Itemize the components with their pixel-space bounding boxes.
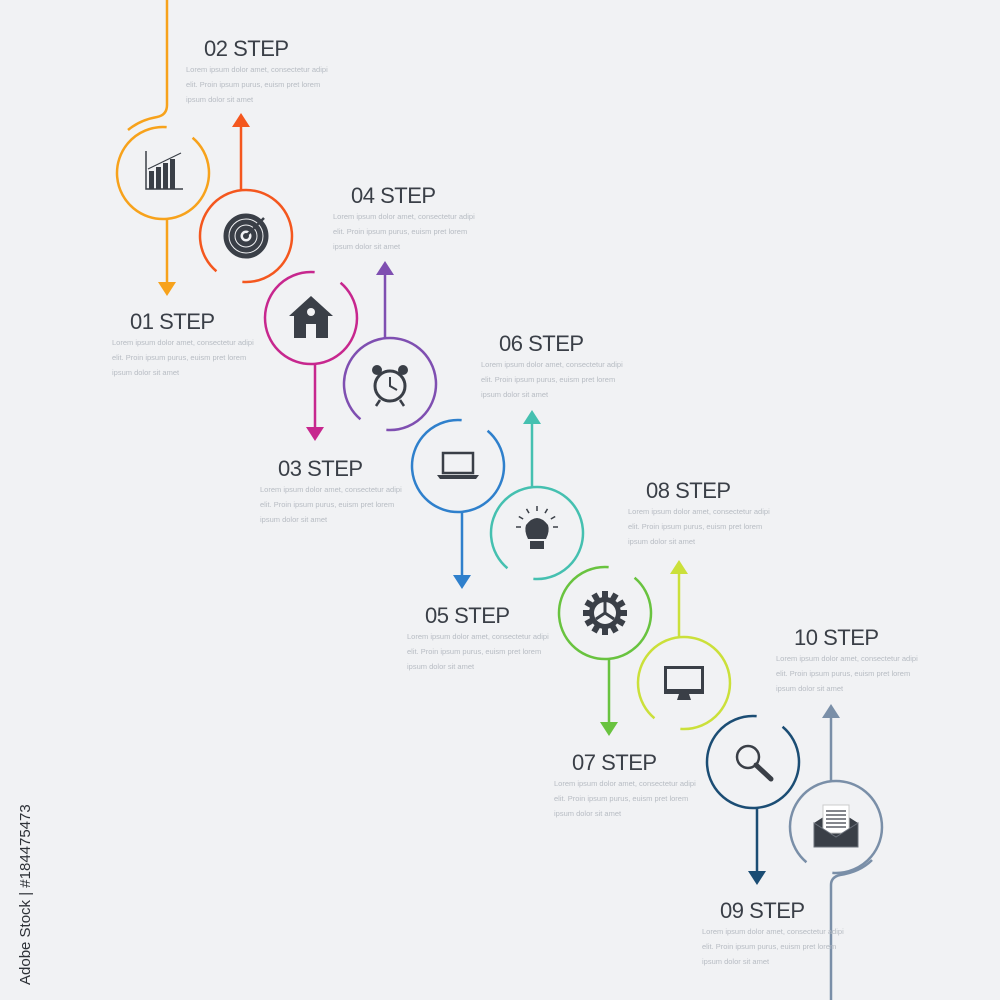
step-description-line: ipsum dolor sit amet <box>702 957 770 966</box>
step-description-line: elit. Proin ipsum purus, euism pret lore… <box>628 522 762 531</box>
end-line <box>829 859 873 1000</box>
step-description-line: ipsum dolor sit amet <box>260 515 328 524</box>
gear-icon <box>583 591 627 635</box>
step-8: 08 STEP Lorem ipsum dolor amet, consectet… <box>628 478 770 731</box>
step-description-line: elit. Proin ipsum purus, euism pret lore… <box>112 353 246 362</box>
step-ring <box>788 779 884 875</box>
envelope-icon <box>813 804 859 848</box>
house-icon <box>289 296 333 338</box>
step-description-line: ipsum dolor sit amet <box>554 809 622 818</box>
step-5: 05 STEP Lorem ipsum dolor amet, consectet… <box>407 418 549 671</box>
step-description-line: Lorem ipsum dolor amet, consectetur adip… <box>186 65 328 74</box>
laptop-icon <box>437 451 479 479</box>
step-ring <box>705 714 801 810</box>
step-ring <box>636 635 732 731</box>
step-title: 04 STEP <box>351 183 436 208</box>
monitor-icon <box>664 666 704 700</box>
step-arrow <box>453 512 471 589</box>
step-arrow <box>748 808 766 885</box>
start-line <box>127 0 169 131</box>
step-arrow <box>523 410 541 487</box>
step-ring <box>342 336 438 432</box>
step-title: 10 STEP <box>794 625 879 650</box>
alarm-clock-icon <box>372 365 408 407</box>
step-ring <box>115 125 211 221</box>
stock-id-text: Adobe Stock | #184475473 <box>17 804 34 985</box>
step-arrow <box>306 364 324 441</box>
step-description-line: ipsum dolor sit amet <box>481 390 549 399</box>
step-description-line: Lorem ipsum dolor amet, consectetur adip… <box>112 338 254 347</box>
step-description-line: elit. Proin ipsum purus, euism pret lore… <box>776 669 910 678</box>
step-title: 05 STEP <box>425 603 510 628</box>
step-9: 09 STEP Lorem ipsum dolor amet, consectet… <box>702 714 844 966</box>
step-description-line: Lorem ipsum dolor amet, consectetur adip… <box>554 779 696 788</box>
step-arrow <box>158 219 176 296</box>
step-6: 06 STEP Lorem ipsum dolor amet, consectet… <box>481 331 623 581</box>
step-description-line: elit. Proin ipsum purus, euism pret lore… <box>186 80 320 89</box>
step-title: 03 STEP <box>278 456 363 481</box>
step-ring <box>489 485 585 581</box>
step-description-line: ipsum dolor sit amet <box>628 537 696 546</box>
step-7: 07 STEP Lorem ipsum dolor amet, consectet… <box>554 565 696 818</box>
step-title: 01 STEP <box>130 309 215 334</box>
step-ring <box>410 418 506 514</box>
magnifier-icon <box>735 744 774 782</box>
step-description-line: ipsum dolor sit amet <box>776 684 844 693</box>
step-title: 07 STEP <box>572 750 657 775</box>
step-title: 08 STEP <box>646 478 731 503</box>
step-arrow <box>232 113 250 190</box>
step-ring <box>198 188 294 284</box>
step-4: 04 STEP Lorem ipsum dolor amet, consectet… <box>333 183 475 432</box>
step-title: 09 STEP <box>720 898 805 923</box>
step-description-line: elit. Proin ipsum purus, euism pret lore… <box>260 500 394 509</box>
step-arrow <box>670 560 688 637</box>
step-2: 02 STEP Lorem ipsum dolor amet, consectet… <box>186 36 328 284</box>
step-arrow <box>822 704 840 781</box>
step-title: 02 STEP <box>204 36 289 61</box>
step-description-line: Lorem ipsum dolor amet, consectetur adip… <box>776 654 918 663</box>
step-3: 03 STEP Lorem ipsum dolor amet, consectet… <box>260 270 402 524</box>
step-1: 01 STEP Lorem ipsum dolor amet, consectet… <box>112 125 254 377</box>
step-description-line: Lorem ipsum dolor amet, consectetur adip… <box>702 927 844 936</box>
step-description-line: elit. Proin ipsum purus, euism pret lore… <box>554 794 688 803</box>
step-description-line: elit. Proin ipsum purus, euism pret lore… <box>333 227 467 236</box>
step-description-line: ipsum dolor sit amet <box>186 95 254 104</box>
step-description-line: elit. Proin ipsum purus, euism pret lore… <box>407 647 541 656</box>
step-description-line: Lorem ipsum dolor amet, consectetur adip… <box>628 507 770 516</box>
step-description-line: Lorem ipsum dolor amet, consectetur adip… <box>333 212 475 221</box>
bar-chart-icon <box>145 151 183 190</box>
step-description-line: Lorem ipsum dolor amet, consectetur adip… <box>407 632 549 641</box>
step-description-line: ipsum dolor sit amet <box>407 662 475 671</box>
step-description-line: elit. Proin ipsum purus, euism pret lore… <box>702 942 836 951</box>
step-description-line: elit. Proin ipsum purus, euism pret lore… <box>481 375 615 384</box>
step-arrow <box>376 261 394 338</box>
light-bulb-icon <box>516 506 558 549</box>
step-ring <box>557 565 653 661</box>
target-icon <box>223 213 269 259</box>
step-description-line: Lorem ipsum dolor amet, consectetur adip… <box>260 485 402 494</box>
step-ring <box>263 270 359 366</box>
step-description-line: ipsum dolor sit amet <box>112 368 180 377</box>
step-description-line: ipsum dolor sit amet <box>333 242 401 251</box>
step-description-line: Lorem ipsum dolor amet, consectetur adip… <box>481 360 623 369</box>
step-title: 06 STEP <box>499 331 584 356</box>
step-10: 10 STEP Lorem ipsum dolor amet, consectet… <box>776 625 918 875</box>
step-arrow <box>600 659 618 736</box>
